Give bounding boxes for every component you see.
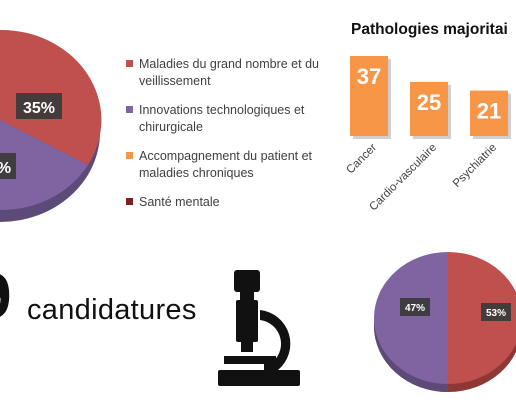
legend-text-innovations: Innovations technologiques et chirurgica… [139, 103, 305, 134]
candidatures-label: candidatures [27, 294, 197, 326]
pie-chart-candidatures: 47% 53% [374, 252, 516, 392]
candidatures-count: 9 [0, 264, 12, 328]
pie2-label-box-53 [481, 303, 511, 321]
bar-category-label-0: Cancer [344, 142, 379, 177]
bar-0 [350, 56, 388, 136]
bar-value-label-2: 21 [477, 99, 501, 124]
pie2-label-box-47 [400, 298, 430, 316]
pie1-label-partial: % [0, 160, 11, 177]
legend-swatch-purple [126, 106, 133, 113]
legend-item-sante-mentale: Santé mentale [126, 194, 326, 211]
bar-category-label-1: Cardio-vasculaire [367, 142, 439, 214]
pie1-label-35: 35% [23, 100, 55, 117]
legend-swatch-red [126, 60, 133, 67]
legend-text-accompagnement: Accompagnement du patient et maladies ch… [139, 149, 313, 180]
legend-text-sante-mentale: Santé mentale [139, 195, 220, 209]
bar-value-label-1: 25 [417, 90, 441, 115]
bar-1 [410, 81, 448, 136]
pie2-label-53: 53% [486, 308, 506, 319]
bar-value-label-0: 37 [357, 64, 381, 89]
bar-category-label-2: Psychiatrie [451, 142, 499, 190]
bar-2 [470, 90, 508, 136]
bar-chart-pathologies: 37 Cancer 25 Cardio-vasculaire 21 Psychiatrie… [344, 56, 511, 214]
pie1-slice-purple [0, 120, 88, 211]
bar-chart-title: Pathologies majoritai [351, 21, 508, 38]
pie1-label-box-35 [16, 93, 62, 119]
pie-chart-themes: 35% % [0, 0, 120, 240]
legend-swatch-dark-red [126, 198, 133, 205]
legend-item-accompagnement: Accompagnement du patient et maladies ch… [126, 148, 326, 182]
legend-item-innovations: Innovations technologiques et chirurgica… [126, 102, 326, 136]
pie2-label-47: 47% [405, 303, 425, 314]
legend-text-maladies: Maladies du grand nombre et du veillisse… [139, 57, 319, 88]
microscope-icon [218, 270, 300, 386]
pie1-label-box-partial [0, 153, 16, 179]
legend-swatch-orange [126, 152, 133, 159]
legend-item-maladies: Maladies du grand nombre et du veillisse… [126, 56, 326, 90]
pie2-slice-purple [374, 252, 448, 384]
themes-legend: Maladies du grand nombre et du veillisse… [126, 56, 326, 223]
